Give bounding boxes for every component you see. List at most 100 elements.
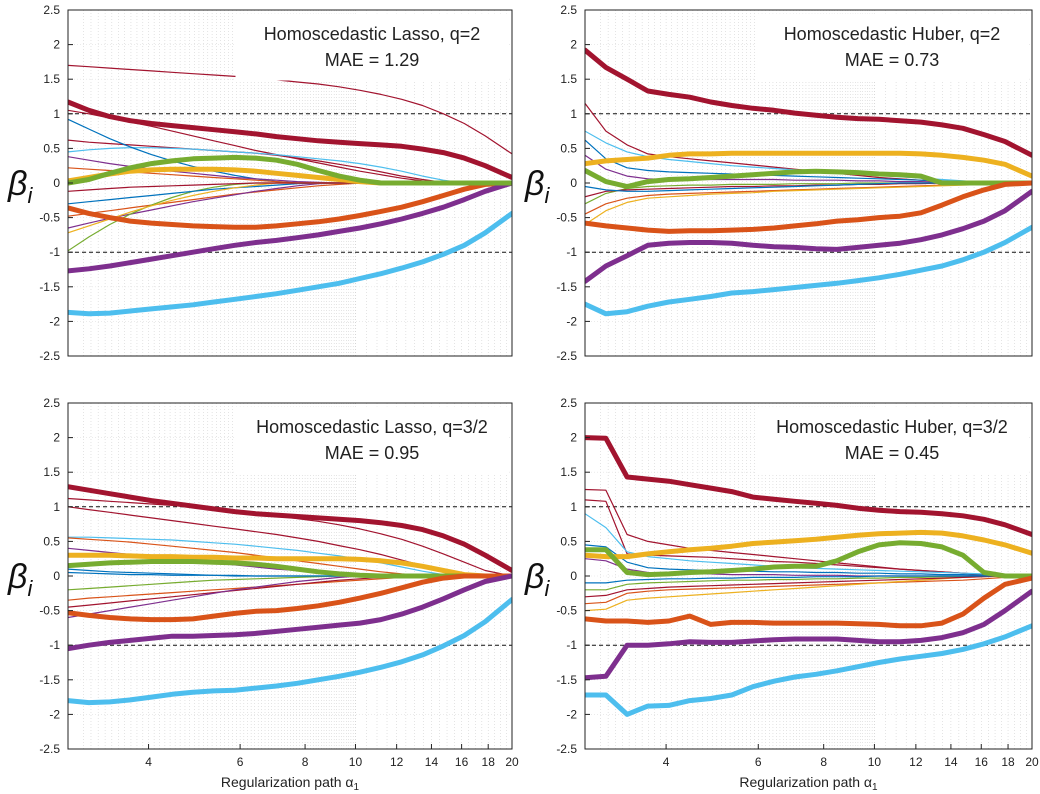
xtick-label: 14 [944,755,958,769]
ytick-label: -0.5 [39,604,60,618]
ytick-label: -1 [566,245,577,259]
xlabel-text: Regularization path α [739,774,872,790]
ylabel: βi [7,558,33,601]
xtick-label: 8 [302,755,309,769]
thick-series-line-3 [585,540,1032,579]
annotation-box [235,406,509,474]
ytick-label: 1 [53,107,60,121]
thick-series-line-3 [68,180,512,274]
xtick-label: 20 [1025,755,1039,769]
xlabel-subscript: 1 [354,782,360,793]
ytick-label: 0 [53,569,60,583]
panel-mae: MAE = 0.95 [325,443,420,463]
ytick-label: 0.5 [560,534,577,548]
ytick-label: 0 [570,176,577,190]
ytick-label: -0.5 [556,604,577,618]
thick-series-line-2 [68,180,512,230]
ylabel: βi [7,165,33,208]
panel-title: Homoscedastic Huber, q=3/2 [776,417,1008,437]
thin-series-line-10 [585,544,1032,577]
thick-series-line-6 [68,597,512,706]
xtick-label: 6 [237,755,244,769]
ytick-label: 1 [53,500,60,514]
panel-mae: MAE = 1.29 [325,50,420,70]
thick-series-line-2 [68,552,512,579]
xtick-label: 10 [349,755,363,769]
xtick-label: 4 [145,755,152,769]
xtick-label: 4 [663,755,670,769]
ytick-label: -2.5 [556,742,577,756]
ytick-label: 2 [53,38,60,52]
series-group [68,484,512,706]
panel-title: Homoscedastic Huber, q=2 [784,24,1001,44]
thick-series-line-4 [585,180,1032,234]
thin-series-line-7 [68,64,512,155]
ytick-label: -1.5 [556,673,577,687]
xtick-label: 12 [909,755,923,769]
ylabel-symbol: β [524,558,544,596]
ytick-label: 1.5 [43,465,60,479]
ylabel-symbol: β [7,558,27,596]
thick-series-line-2 [585,150,1032,179]
ylabel-subscript: i [27,183,33,208]
ytick-label: -1.5 [556,280,577,294]
ytick-label: 1.5 [560,465,577,479]
annotation-box [755,13,1029,81]
xtick-label: 18 [482,755,496,769]
series-group [68,64,512,317]
ytick-label: 0.5 [43,141,60,155]
ylabel-symbol: β [7,165,27,203]
thin-series-line-12 [585,575,1032,605]
thin-series-line-9 [68,536,512,577]
ylabel: βi [524,558,550,601]
thin-series-line-14 [585,575,1032,591]
annotation-box [235,13,509,81]
ytick-label: -1 [49,638,60,652]
thin-series-line-16 [585,575,1032,584]
xtick-label: 14 [425,755,439,769]
thick-series-line-5 [585,188,1032,284]
ytick-label: 2.5 [560,3,577,17]
ytick-label: 0.5 [43,534,60,548]
ytick-label: 2 [53,431,60,445]
thick-series-line-5 [68,573,512,652]
thick-series-line-6 [585,224,1032,317]
panel-mae: MAE = 0.45 [845,443,940,463]
ytick-label: -0.5 [556,211,577,225]
ylabel: βi [524,165,550,208]
thick-series-line-2 [585,529,1032,560]
thick-series-line-5 [585,588,1032,681]
xtick-label: 8 [820,755,827,769]
ytick-label: 2.5 [43,3,60,17]
ytick-label: 1.5 [560,72,577,86]
panel-title: Homoscedastic Lasso, q=3/2 [256,417,488,437]
thick-series-line-6 [68,154,512,186]
ytick-label: 2.5 [43,396,60,410]
series-group [585,47,1032,317]
annotation-box [755,406,1029,474]
xlabel: Regularization path α1 [739,774,878,793]
thick-series-line-1 [585,47,1032,158]
thick-series-line-4 [585,575,1032,629]
thin-series-line-10 [68,147,512,184]
ylabel-subscript: i [27,576,33,601]
ylabel-symbol: β [524,165,544,203]
ytick-label: -2 [566,707,577,721]
thick-series-line-3 [68,559,512,579]
panel-1: -2.5 -2 -1.5 -1 -0.5 0 0.5 1 1.5 2 2.5 βi Homoscedas… [7,3,513,363]
xtick-label: 12 [390,755,404,769]
ylabel-subscript: i [544,576,550,601]
panel-3: -2.5 -2 -1.5 -1 -0.5 0 0.5 1 1.5 2 2.5 4 6 8 10 12 14 16 1… [7,396,519,793]
thick-series-line-6 [585,623,1032,717]
thick-series-line-3 [585,168,1032,189]
series-group [585,435,1032,717]
thick-series-line-4 [68,573,512,623]
ytick-label: -2.5 [556,349,577,363]
ytick-label: 2 [570,431,577,445]
ytick-label: 1 [570,500,577,514]
ylabel-subscript: i [544,183,550,208]
xtick-label: 16 [455,755,469,769]
thick-series-line-4 [68,210,512,317]
ytick-label: -1.5 [39,280,60,294]
